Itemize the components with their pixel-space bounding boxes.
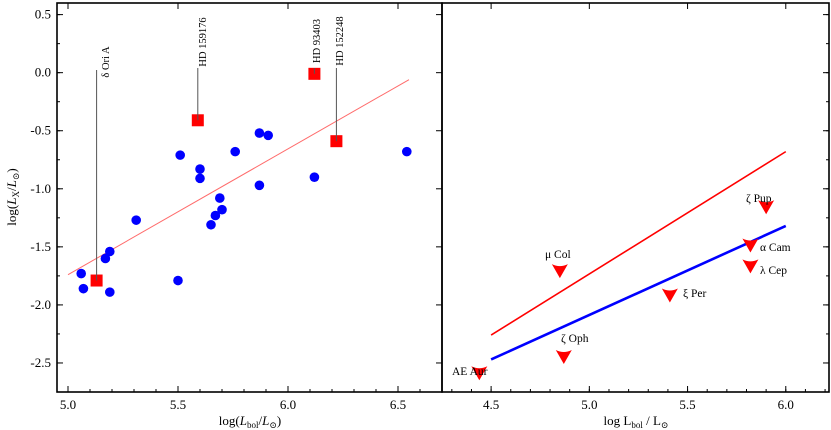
data-point-circle	[131, 215, 141, 225]
left-panel-frame	[56, 2, 443, 393]
data-point-circle	[105, 246, 115, 257]
x-tick-label: 4.5	[483, 397, 499, 412]
upper-limit-marker	[471, 366, 488, 381]
upper-limit-marker	[555, 350, 572, 365]
upper-limit-marker	[551, 264, 568, 279]
data-point-circle	[309, 172, 320, 182]
data-point-circle	[263, 130, 274, 141]
data-point-circle	[230, 146, 240, 157]
label-alpha-cam: α Cam	[760, 242, 791, 254]
upper-limit-marker	[758, 200, 775, 215]
left-y-axis-title: log(LX/L⊙)	[4, 168, 21, 225]
upper-limit-marker	[742, 238, 759, 253]
data-point-circle	[175, 150, 185, 160]
data-point-circle	[217, 204, 227, 215]
label-mu-col: μ Col	[545, 249, 571, 261]
data-point-circle	[254, 180, 265, 191]
data-point-circle	[215, 193, 225, 203]
data-point-circle	[254, 128, 265, 138]
upper-limit-marker	[742, 259, 759, 274]
y-tick-label: -2.5	[30, 355, 51, 370]
data-point-circle	[206, 219, 216, 230]
left-x-axis-title: log(Lbol/L⊙)	[219, 413, 281, 430]
label-hd-152248: HD 152248	[335, 16, 346, 65]
y-tick-label: -1.0	[30, 181, 51, 196]
left-plot-area	[67, 67, 412, 297]
x-tick-label: 5.0	[60, 397, 76, 412]
y-tick-label: -1.5	[30, 239, 51, 254]
upper-limit-marker	[661, 288, 678, 303]
x-tick-label: 6.0	[280, 397, 296, 412]
label-xi-per: ξ Per	[683, 288, 707, 300]
y-tick-label: 0.5	[35, 7, 51, 22]
label-hd-159176: HD 159176	[198, 17, 209, 66]
label-zeta-oph: ζ Oph	[561, 333, 589, 345]
x-tick-label: 6.0	[778, 397, 794, 412]
y-tick-label: -2.0	[30, 297, 51, 312]
label-ae-aur: AE Aur	[452, 366, 488, 378]
y-tick-label: 0.0	[35, 65, 51, 80]
data-point-circle	[105, 287, 115, 297]
x-tick-label: 6.5	[390, 397, 406, 412]
data-point-circle	[195, 164, 205, 174]
data-point-circle	[78, 283, 89, 294]
y-tick-label: -0.5	[30, 123, 51, 138]
data-point-circle	[402, 146, 412, 157]
series-line-red	[490, 150, 787, 336]
label-delta-ori-a: δ Ori A	[101, 46, 112, 78]
data-point-circle	[173, 275, 183, 286]
series-line-blue	[490, 224, 787, 361]
label-zeta-pup: ζ Pup	[746, 193, 772, 205]
label-hd-93403: HD 93403	[312, 19, 323, 63]
label-lambda-cep: λ Cep	[760, 265, 787, 277]
x-tick-label: 5.5	[679, 397, 695, 412]
left-axis-ticks: 5.0 5.5 6.0 6.5 0.5 0.0 -0.5 -1.0 -1.5 -2.0 -2.5	[30, 3, 442, 412]
right-axis-ticks: 4.5 5.0 5.5 6.0	[451, 3, 829, 412]
leader-lines	[96, 68, 337, 281]
data-point-circle	[76, 268, 86, 279]
x-tick-label: 5.5	[170, 397, 186, 412]
right-plot-area	[471, 150, 787, 381]
data-point-circle	[195, 173, 205, 184]
x-tick-label: 5.0	[581, 397, 597, 412]
right-panel-frame	[441, 2, 830, 393]
right-x-axis-title: log Lbol / L⊙	[604, 413, 669, 430]
fit-line	[67, 79, 410, 276]
data-point-circle	[210, 210, 221, 221]
data-point-circle	[100, 253, 111, 264]
